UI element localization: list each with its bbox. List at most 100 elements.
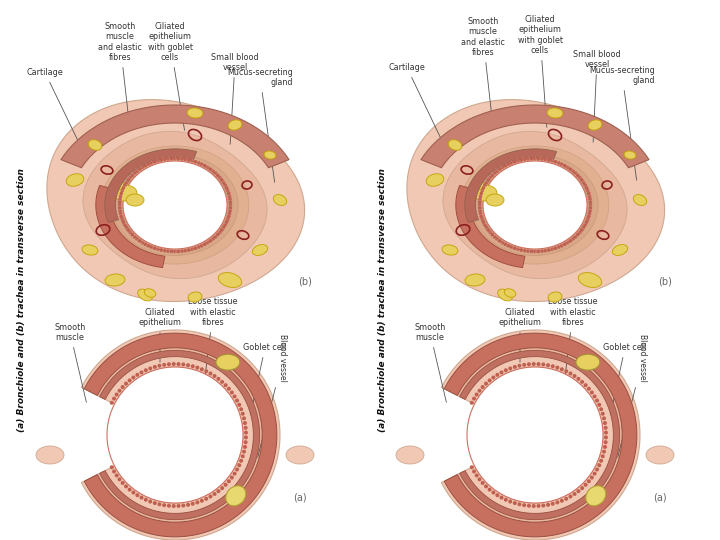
Circle shape bbox=[477, 389, 482, 393]
Polygon shape bbox=[93, 343, 267, 527]
Circle shape bbox=[128, 231, 132, 234]
Text: Mucus-secreting
gland: Mucus-secreting gland bbox=[589, 65, 655, 180]
Ellipse shape bbox=[89, 140, 102, 150]
Circle shape bbox=[588, 212, 591, 215]
Circle shape bbox=[534, 249, 537, 253]
Circle shape bbox=[555, 501, 559, 504]
Circle shape bbox=[513, 365, 517, 369]
Circle shape bbox=[584, 483, 588, 487]
Polygon shape bbox=[61, 105, 289, 168]
Polygon shape bbox=[421, 105, 649, 168]
Circle shape bbox=[187, 158, 191, 162]
Circle shape bbox=[181, 362, 185, 367]
Circle shape bbox=[506, 163, 510, 166]
Circle shape bbox=[540, 249, 544, 253]
Circle shape bbox=[582, 181, 585, 184]
Polygon shape bbox=[453, 343, 627, 527]
Text: Smooth
muscle
and elastic
fibres: Smooth muscle and elastic fibres bbox=[98, 22, 142, 127]
Circle shape bbox=[238, 403, 241, 407]
Circle shape bbox=[214, 235, 217, 239]
Circle shape bbox=[176, 504, 181, 508]
Circle shape bbox=[569, 495, 572, 498]
Circle shape bbox=[122, 186, 125, 190]
Circle shape bbox=[478, 200, 482, 204]
Circle shape bbox=[484, 382, 488, 386]
Circle shape bbox=[217, 377, 220, 381]
Circle shape bbox=[228, 206, 232, 210]
Polygon shape bbox=[47, 99, 305, 301]
Circle shape bbox=[186, 503, 190, 507]
Circle shape bbox=[124, 484, 128, 488]
Circle shape bbox=[227, 192, 230, 195]
Circle shape bbox=[469, 401, 474, 405]
Text: Ciliated
epithelium
with goblet
cells: Ciliated epithelium with goblet cells bbox=[148, 22, 192, 130]
Circle shape bbox=[121, 481, 125, 485]
Circle shape bbox=[482, 186, 485, 190]
Circle shape bbox=[118, 206, 122, 210]
Circle shape bbox=[114, 474, 119, 477]
Circle shape bbox=[227, 387, 231, 391]
Circle shape bbox=[483, 223, 487, 227]
Circle shape bbox=[148, 367, 152, 370]
Circle shape bbox=[547, 248, 551, 252]
Circle shape bbox=[153, 365, 157, 369]
Circle shape bbox=[225, 186, 228, 190]
Circle shape bbox=[172, 362, 176, 366]
Circle shape bbox=[126, 178, 130, 182]
Circle shape bbox=[223, 223, 227, 227]
Circle shape bbox=[240, 454, 245, 458]
Circle shape bbox=[214, 171, 217, 175]
Circle shape bbox=[486, 178, 490, 182]
Ellipse shape bbox=[188, 292, 202, 302]
Circle shape bbox=[204, 497, 208, 501]
Circle shape bbox=[472, 469, 476, 474]
Ellipse shape bbox=[216, 354, 240, 370]
Circle shape bbox=[194, 246, 197, 250]
Circle shape bbox=[197, 161, 200, 165]
Circle shape bbox=[487, 488, 492, 491]
Circle shape bbox=[593, 471, 597, 476]
Circle shape bbox=[176, 249, 180, 253]
Circle shape bbox=[109, 465, 114, 469]
Ellipse shape bbox=[646, 446, 674, 464]
Circle shape bbox=[602, 450, 606, 454]
Circle shape bbox=[519, 248, 523, 252]
Circle shape bbox=[120, 189, 124, 192]
Polygon shape bbox=[472, 154, 598, 255]
Text: Smooth
muscle: Smooth muscle bbox=[415, 322, 446, 402]
Circle shape bbox=[536, 249, 540, 253]
Circle shape bbox=[522, 363, 526, 367]
Circle shape bbox=[211, 170, 215, 173]
Circle shape bbox=[118, 198, 122, 201]
Circle shape bbox=[140, 370, 143, 374]
Circle shape bbox=[140, 166, 144, 169]
Ellipse shape bbox=[82, 245, 98, 255]
Circle shape bbox=[590, 390, 594, 395]
Circle shape bbox=[218, 176, 222, 179]
Text: Blood vessel: Blood vessel bbox=[258, 334, 287, 457]
Circle shape bbox=[500, 496, 503, 500]
Circle shape bbox=[481, 385, 485, 389]
Text: Smooth
muscle: Smooth muscle bbox=[55, 322, 86, 402]
Circle shape bbox=[127, 488, 132, 491]
Circle shape bbox=[159, 158, 163, 162]
Circle shape bbox=[574, 171, 577, 175]
Circle shape bbox=[500, 166, 504, 169]
Circle shape bbox=[560, 367, 564, 372]
Circle shape bbox=[186, 363, 190, 367]
Circle shape bbox=[546, 363, 550, 367]
Circle shape bbox=[477, 477, 482, 481]
Polygon shape bbox=[459, 350, 620, 519]
Circle shape bbox=[551, 364, 554, 368]
Text: Mucus-secreting
gland: Mucus-secreting gland bbox=[228, 68, 293, 182]
Circle shape bbox=[174, 157, 177, 160]
Circle shape bbox=[586, 218, 590, 221]
Circle shape bbox=[588, 209, 592, 213]
Circle shape bbox=[587, 192, 590, 195]
Circle shape bbox=[118, 209, 122, 213]
Polygon shape bbox=[456, 185, 525, 268]
Circle shape bbox=[510, 245, 513, 249]
Circle shape bbox=[226, 218, 230, 221]
Polygon shape bbox=[441, 330, 640, 540]
Circle shape bbox=[166, 157, 170, 161]
